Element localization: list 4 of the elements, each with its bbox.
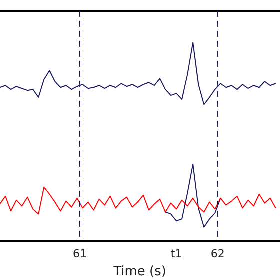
x-axis-title: Time (s) — [112, 264, 166, 280]
x-tick-label: t1 — [170, 248, 182, 261]
x-tick-label: 61 — [73, 248, 87, 261]
x-tick-label: 62 — [210, 248, 225, 261]
